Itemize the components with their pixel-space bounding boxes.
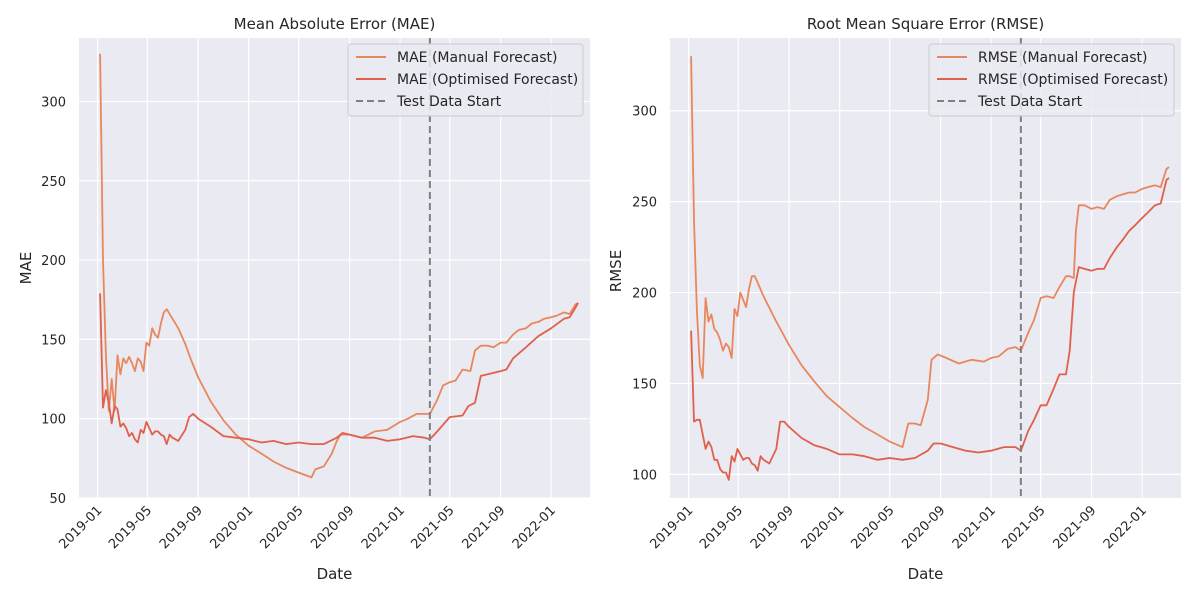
mae-x-tick-label: 2019-05 [106, 503, 155, 552]
legend-label-manual: RMSE (Manual Forecast) [978, 50, 1147, 66]
rmse-x-tick-label: 2021-09 [1050, 503, 1099, 552]
mae-x-tick-label: 2019-01 [56, 503, 105, 552]
rmse-x-tick-label: 2021-05 [1000, 503, 1049, 552]
rmse-x-tick-label: 2019-09 [748, 503, 797, 552]
mae-y-tick-label: 150 [41, 333, 66, 348]
rmse-x-tick-label: 2022-01 [1101, 503, 1150, 552]
mae-y-tick-label: 50 [49, 492, 66, 507]
legend-label-optimised: MAE (Optimised Forecast) [397, 72, 578, 88]
rmse-x-tick-label: 2019-01 [647, 503, 696, 552]
mae-y-tick-label: 200 [41, 254, 66, 269]
rmse-legend-box [928, 43, 1175, 117]
rmse-series-manual-line [690, 56, 1170, 449]
mae-x-tick-label: 2020-09 [308, 503, 357, 552]
rmse-chart-title: Root Mean Square Error (RMSE) [807, 15, 1044, 33]
rmse-series-optimised-line [690, 177, 1170, 481]
rmse-legend: RMSE (Manual Forecast) RMSE (Optimised F… [928, 43, 1175, 117]
rmse-x-tick-label: 2020-09 [899, 503, 948, 552]
rmse-x-tick-label: 2021-01 [950, 503, 999, 552]
mae-x-tick-label: 2021-09 [459, 503, 508, 552]
mae-x-axis-label: Date [317, 565, 353, 583]
mae-y-tick-label: 300 [41, 95, 66, 110]
mae-x-tick-label: 2019-09 [157, 503, 206, 552]
rmse-y-tick-label: 100 [632, 468, 657, 483]
mae-series-optimised-line [99, 293, 579, 446]
rmse-x-tick-label: 2019-05 [697, 503, 746, 552]
mae-legend: MAE (Manual Forecast) MAE (Optimised For… [347, 43, 584, 117]
mae-y-tick-label: 250 [41, 175, 66, 190]
legend-label-optimised: RMSE (Optimised Forecast) [978, 72, 1168, 88]
rmse-x-tick-label: 2020-01 [798, 503, 847, 552]
legend-label-manual: MAE (Manual Forecast) [397, 50, 557, 66]
rmse-y-tick-label: 150 [632, 377, 657, 392]
mae-x-tick-label: 2021-05 [409, 503, 458, 552]
mae-y-axis-label: MAE [17, 252, 35, 285]
legend-label-test-start: Test Data Start [977, 94, 1083, 110]
mae-x-tick-label: 2020-05 [258, 503, 307, 552]
mae-legend-box [347, 43, 584, 117]
mae-chart-title: Mean Absolute Error (MAE) [234, 15, 436, 33]
mae-x-tick-label: 2022-01 [510, 503, 559, 552]
mae-x-tick-label: 2021-01 [359, 503, 408, 552]
mae-x-tick-label: 2020-01 [207, 503, 256, 552]
rmse-x-tick-label: 2020-05 [849, 503, 898, 552]
rmse-y-tick-label: 200 [632, 287, 657, 302]
legend-label-test-start: Test Data Start [396, 94, 502, 110]
rmse-y-axis-label: RMSE [607, 250, 625, 292]
mae-y-tick-label: 100 [41, 413, 66, 428]
mae-series-manual-line [99, 53, 579, 479]
rmse-y-tick-label: 300 [632, 105, 657, 120]
rmse-y-tick-label: 250 [632, 196, 657, 211]
rmse-x-axis-label: Date [908, 565, 944, 583]
